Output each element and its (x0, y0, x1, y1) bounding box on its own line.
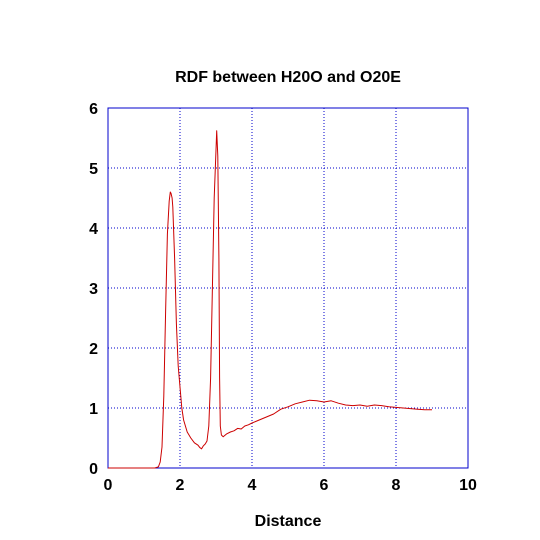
x-tick-label: 8 (392, 477, 401, 494)
x-tick-labels: 0 2 4 6 8 10 (104, 477, 477, 494)
y-tick-label: 4 (89, 221, 98, 238)
y-tick-label: 2 (89, 341, 98, 358)
x-tick-label: 4 (248, 477, 257, 494)
y-tick-label: 6 (89, 101, 98, 118)
series-layer (108, 130, 432, 469)
x-tick-label: 10 (459, 477, 477, 494)
plot-frame (107, 107, 469, 469)
x-tick-label: 0 (104, 477, 113, 494)
y-tick-label: 3 (89, 281, 98, 298)
x-tick-label: 6 (320, 477, 329, 494)
rdf-series-line (108, 130, 432, 469)
chart-title: RDF between H20O and O20E (175, 69, 401, 86)
y-tick-labels: 0 1 2 3 4 5 6 (89, 101, 98, 478)
x-axis-label: Distance (255, 513, 322, 530)
y-tick-label: 1 (89, 401, 98, 418)
y-tick-label: 5 (89, 161, 98, 178)
y-tick-label: 0 (89, 461, 98, 478)
x-tick-label: 2 (176, 477, 185, 494)
